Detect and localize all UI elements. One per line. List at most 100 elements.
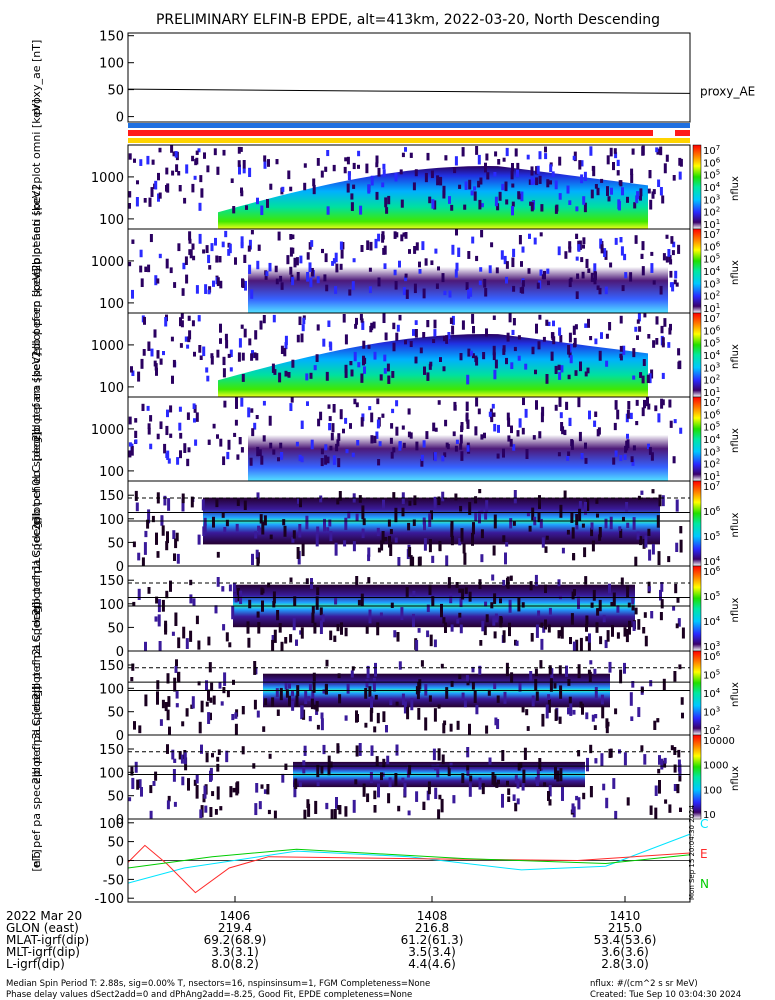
colorbar-tick-label: 106: [703, 505, 721, 518]
x-axis-row-value: 53.4(53.6): [594, 933, 657, 947]
y-tick-label: 1000: [91, 339, 124, 354]
y-tick-label: 50: [107, 836, 124, 851]
series-E-line: [127, 844, 691, 894]
flag-bar-yellow: [128, 138, 690, 143]
x-axis-row-label: 2022 Mar 20: [6, 909, 82, 923]
colorbar-tick-label: 103: [703, 706, 720, 719]
panel-proxy_ae: proxy_AE 150 100 50 0 proxy_ae [nT]: [30, 30, 755, 126]
y-tick-label: 150: [99, 574, 124, 589]
colorbar-tick-label: 106: [703, 650, 721, 663]
y-tick-label: 0: [116, 729, 124, 744]
x-axis-table: 2022 Mar 20 1406 1408 1410 GLON (east) 219.4 2…: [6, 896, 656, 971]
x-axis-row-value: 69.2(68.9): [204, 933, 267, 947]
y-axis-label: elb pef pa spec2plot ch2LC [deg]: [30, 602, 43, 784]
colorbar-tick-label: 105: [703, 590, 720, 603]
colorbar-label: nflux: [730, 513, 741, 538]
colorbar-tick-label: 102: [703, 374, 720, 387]
footer-line1: Median Spin Period T: 2.88s, sig=0.00% T…: [6, 979, 430, 989]
colorbar-tick-label: 10: [703, 810, 716, 821]
colorbar-tick-label: 106: [703, 565, 721, 578]
colorbar-tick-label: 105: [703, 421, 720, 434]
footer-units: nflux: #/(cm^2 s sr MeV): [590, 979, 698, 989]
x-axis-row-value: 8.0(8.2): [211, 957, 259, 971]
series-C-line: [127, 833, 691, 884]
colorbar-tick-label: 103: [703, 445, 720, 458]
colorbar-tick-label: 102: [703, 206, 720, 219]
pef_en_spec2plot_para-spectrogram: [128, 397, 683, 481]
colorbar-tick-label: 10000: [703, 736, 735, 747]
colorbar-tick-label: 107: [703, 144, 720, 157]
y-tick-label: 100: [99, 213, 124, 228]
pef_en_spec2plot_perp-spectrogram: [130, 313, 682, 397]
panel-dB: C E N 100 50 0 -50 -100 [nT]: [30, 817, 709, 907]
colorbar-tick-label: 102: [703, 290, 720, 303]
colorbar-tick-label: 107: [703, 312, 720, 325]
x-axis-row-value: 3.3(3.1): [211, 945, 259, 959]
panel-frame: [127, 32, 691, 123]
y-tick-label: 100: [99, 297, 124, 312]
colorbar-tick-label: 105: [703, 169, 720, 182]
colorbar-tick-label: 104: [703, 615, 721, 628]
footer-created: Created: Tue Sep 10 03:04:30 2024: [590, 990, 741, 1000]
x-axis-row-value: 1406: [220, 909, 251, 923]
colorbar-label: nflux: [730, 682, 741, 707]
y-axis-label: elb pef en spec2plot anti [keV]: [30, 186, 43, 355]
flag-bar-blue: [128, 123, 690, 128]
x-axis-row-value: 1410: [610, 909, 641, 923]
y-axis-label: elb pef en spec2plot para [keV]: [30, 352, 43, 525]
orbit-flag-bars: [128, 123, 690, 143]
colorbar-label: nflux: [730, 176, 741, 201]
x-axis-row-value: 2.8(3.0): [601, 957, 649, 971]
colorbar-tick-label: 107: [703, 396, 720, 409]
y-axis-label: elb pef en spec2plot omni [keV]: [30, 99, 43, 275]
y-tick-label: 0: [116, 111, 124, 126]
series-N-line: [127, 848, 691, 869]
colorbar-tick-label: 106: [703, 408, 721, 421]
panel-pef_pa_spec2plot_ch0LC: 107 106 105 104 nflux 150 100 50 0 elb pef pa spe…: [30, 432, 741, 614]
y-tick-label: 50: [107, 536, 124, 551]
colorbar-tick-label: 104: [703, 433, 721, 446]
y-tick-label: 50: [107, 84, 124, 99]
colorbar-tick-label: 105: [703, 669, 720, 682]
y-tick-label: 150: [99, 489, 124, 504]
y-tick-label: 50: [107, 790, 124, 805]
side-stamp: Mon Sep 15 20:04:30 2024: [688, 804, 696, 900]
pef_pa_spec2plot_ch0LC-spectrogram: [128, 489, 690, 566]
x-axis-row-label: GLON (east): [6, 921, 79, 935]
x-axis-row-value: 216.8: [415, 921, 449, 935]
y-tick-label: -100: [94, 892, 124, 907]
y-tick-label: 50: [107, 621, 124, 636]
colorbar-tick-label: 106: [703, 324, 721, 337]
colorbar-tick-label: 1000: [703, 761, 728, 772]
flag-bar-red: [128, 130, 653, 136]
y-tick-label: 150: [99, 743, 124, 758]
colorbar-tick-label: 105: [703, 253, 720, 266]
y-tick-label: 150: [99, 30, 124, 45]
x-axis-row-value: 4.4(4.6): [408, 957, 456, 971]
pef_pa_spec2plot_ch1LC-spectrogram: [128, 574, 690, 651]
y-axis-label: elb pef pa spec2plot ch3LC [deg]: [30, 686, 43, 868]
x-axis-row-label: MLT-igrf(dip): [6, 945, 80, 959]
proxy-ae-line: [127, 88, 691, 94]
figure-title: PRELIMINARY ELFIN-B EPDE, alt=413km, 202…: [156, 12, 660, 28]
y-tick-label: 100: [99, 381, 124, 396]
x-axis-row-value: 61.2(61.3): [401, 933, 464, 947]
colorbar-tick-label: 104: [703, 181, 721, 194]
series-legend-N: N: [700, 877, 709, 891]
y-axis-label: proxy_ae [nT]: [30, 40, 43, 115]
colorbar-tick-label: 107: [703, 480, 720, 493]
series-legend-E: E: [700, 847, 708, 861]
x-axis-row-value: 1408: [417, 909, 448, 923]
colorbar-tick-label: 103: [703, 193, 720, 206]
series-legend-C: C: [700, 817, 708, 831]
y-tick-label: 1000: [91, 171, 124, 186]
y-tick-label: 100: [99, 598, 124, 613]
